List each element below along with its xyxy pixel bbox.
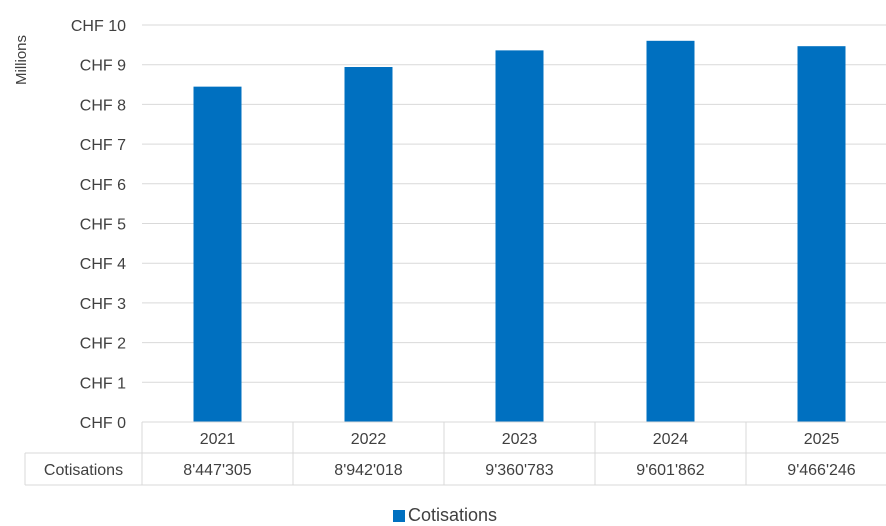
x-tick-label: 2025 [804,431,840,448]
x-tick-label: 2021 [200,431,236,448]
y-tick-label: CHF 8 [80,97,126,114]
x-tick-label: 2024 [653,431,689,448]
y-tick-label: CHF 4 [80,256,126,273]
bar [797,46,846,422]
y-axis-title: Millions [13,35,30,85]
y-tick-label: CHF 5 [80,217,126,234]
y-tick-label: CHF 2 [80,336,126,353]
legend: Cotisations [393,505,497,525]
y-tick-label: CHF 6 [80,177,126,194]
y-tick-label: CHF 3 [80,296,126,313]
y-tick-label: CHF 7 [80,137,126,154]
bar [344,67,393,422]
bar [646,40,695,422]
data-table: 2021 2022 2023 2024 2025 Cotisations 8'447'305… [24,421,886,486]
y-tick-label: CHF 0 [80,415,126,432]
table-value: 9'360'783 [485,462,554,479]
x-tick-label: 2023 [502,431,538,448]
bar [193,86,242,422]
x-tick-label: 2022 [351,431,387,448]
y-tick-label: CHF 9 [80,58,126,75]
y-tick-label: CHF 10 [71,18,126,35]
table-value: 8'447'305 [183,462,252,479]
y-tick-label: CHF 1 [80,375,126,392]
legend-swatch [393,510,405,522]
table-series-name: Cotisations [44,462,123,479]
table-value: 9'601'862 [636,462,705,479]
table-value: 9'466'246 [787,462,856,479]
bar [495,50,544,422]
legend-label: Cotisations [408,505,497,525]
bars [193,40,846,422]
y-axis-ticks: CHF 0 CHF 1 CHF 2 CHF 3 CHF 4 CHF 5 CHF 6 CHF 7… [71,18,126,432]
table-value: 8'942'018 [334,462,403,479]
